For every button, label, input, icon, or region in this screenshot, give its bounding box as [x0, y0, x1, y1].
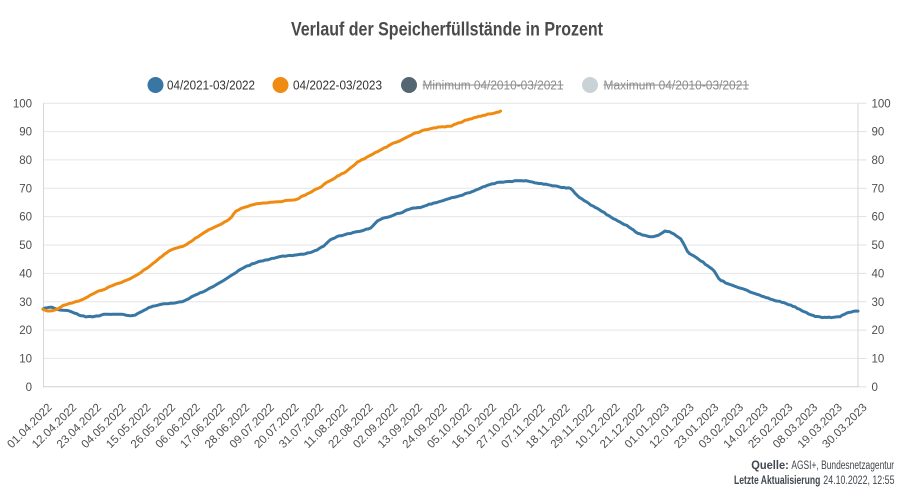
svg-text:0: 0 [26, 382, 32, 394]
svg-text:04/2021-03/2022: 04/2021-03/2022 [167, 78, 255, 93]
svg-text:90: 90 [19, 127, 32, 139]
svg-text:0: 0 [872, 382, 878, 394]
svg-text:70: 70 [872, 183, 885, 195]
svg-text:04/2022-03/2023: 04/2022-03/2023 [293, 78, 382, 93]
svg-text:80: 80 [19, 155, 32, 167]
svg-text:30: 30 [19, 297, 32, 309]
svg-text:90: 90 [872, 127, 885, 139]
svg-text:40: 40 [19, 269, 32, 281]
svg-text:40: 40 [872, 269, 885, 281]
svg-text:80: 80 [872, 155, 885, 167]
svg-text:AGSI+, Bundesnetzagentur: AGSI+, Bundesnetzagentur [791, 460, 894, 472]
svg-text:Letzte Aktualisierung: Letzte Aktualisierung [734, 475, 820, 487]
svg-text:Quelle:: Quelle: [751, 460, 789, 472]
svg-text:24.10.2022, 12:55: 24.10.2022, 12:55 [823, 475, 894, 487]
svg-text:100: 100 [13, 98, 32, 110]
svg-text:30: 30 [872, 297, 885, 309]
svg-text:Verlauf der Speicherfüllstände: Verlauf der Speicherfüllstände in Prozen… [291, 19, 603, 41]
svg-text:20: 20 [872, 325, 885, 337]
svg-text:70: 70 [19, 183, 32, 195]
svg-text:60: 60 [872, 212, 885, 224]
svg-text:100: 100 [872, 98, 891, 110]
svg-text:20: 20 [19, 325, 32, 337]
svg-text:60: 60 [19, 212, 32, 224]
svg-text:50: 50 [19, 240, 32, 252]
svg-text:10: 10 [872, 354, 885, 366]
svg-text:10: 10 [19, 354, 32, 366]
svg-text:50: 50 [872, 240, 885, 252]
